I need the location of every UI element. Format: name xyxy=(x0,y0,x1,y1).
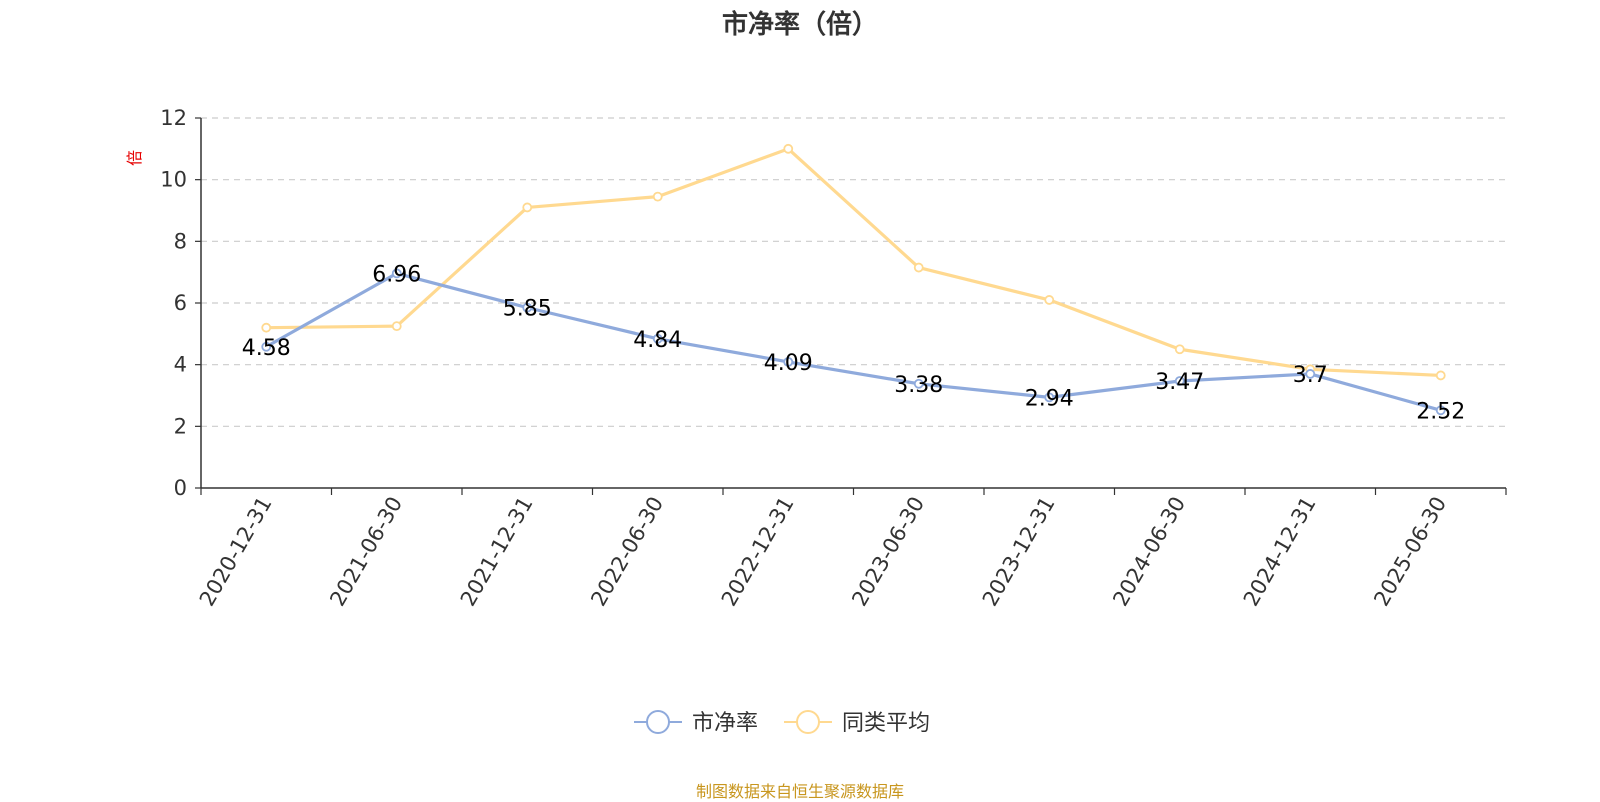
x-tick-label: 2025-06-30 xyxy=(1369,493,1451,611)
y-tick-label: 8 xyxy=(174,229,187,253)
data-point xyxy=(652,333,663,344)
data-point xyxy=(783,356,794,367)
data-label: 3.7 xyxy=(1293,363,1328,388)
x-tick-label: 2020-12-31 xyxy=(195,493,277,611)
data-source-note: 制图数据来自恒生聚源数据库 xyxy=(695,782,904,801)
x-tick-label: 2021-06-30 xyxy=(325,493,407,611)
data-point xyxy=(1435,370,1446,381)
data-point xyxy=(913,378,924,389)
data-label: 6.96 xyxy=(372,262,421,287)
series-lines xyxy=(261,143,1446,416)
data-point xyxy=(1435,405,1446,416)
legend-item-label[interactable]: 同类平均 xyxy=(842,711,930,736)
data-label: 2.94 xyxy=(1025,386,1074,411)
data-point xyxy=(391,268,402,279)
data-label: 4.09 xyxy=(764,351,813,376)
x-tick-label: 2022-06-30 xyxy=(586,493,668,611)
data-point xyxy=(1044,295,1055,305)
data-point xyxy=(261,341,272,352)
x-tick-label: 2021-12-31 xyxy=(456,493,538,611)
data-point xyxy=(522,202,533,213)
data-label: 4.58 xyxy=(242,336,291,361)
legend-marker-icon xyxy=(646,710,670,734)
legend-marker-icon xyxy=(796,710,820,734)
legend[interactable]: 市净率 同类平均 xyxy=(634,710,930,736)
y-tick-label: 6 xyxy=(174,291,187,315)
y-tick-label: 4 xyxy=(174,353,187,377)
data-label: 4.84 xyxy=(633,328,682,353)
legend-item-label[interactable]: 市净率 xyxy=(692,711,758,736)
series-line-0 xyxy=(265,271,1442,412)
axes: 0 2 4 6 8 10 12 倍 2020-12-31 2021-06-30 2021-12-31… xyxy=(125,106,1507,611)
data-point xyxy=(1174,376,1185,386)
x-tick-label: 2024-12-31 xyxy=(1239,493,1321,611)
series-line-1 xyxy=(266,147,1441,378)
x-tick-label: 2022-12-31 xyxy=(717,493,799,611)
data-point xyxy=(1305,369,1316,379)
data-point xyxy=(1174,344,1185,355)
data-point xyxy=(783,143,794,154)
data-label: 2.52 xyxy=(1416,399,1465,424)
data-label: 3.47 xyxy=(1155,370,1204,395)
y-tick-label: 12 xyxy=(160,106,187,130)
grid-lines xyxy=(201,117,1506,427)
y-tick-label: 10 xyxy=(160,168,187,192)
chart-title: 市净率（倍） xyxy=(721,10,878,40)
data-point xyxy=(913,262,924,273)
y-tick-label: 2 xyxy=(174,414,187,438)
data-point xyxy=(652,191,663,202)
y-axis-label: 倍 xyxy=(125,150,144,166)
data-label: 5.85 xyxy=(503,297,552,322)
data-labels: 4.58 6.96 5.85 4.84 4.09 3.38 2.94 3.47 3.7 2.52 xyxy=(242,262,1465,424)
x-tick-label: 2024-06-30 xyxy=(1108,493,1190,611)
data-point xyxy=(261,322,272,333)
data-point xyxy=(522,302,533,313)
data-point xyxy=(1044,392,1055,403)
x-tick-label: 2023-06-30 xyxy=(847,493,929,611)
y-tick-label: 0 xyxy=(174,476,187,500)
x-tick-label: 2023-12-31 xyxy=(978,493,1060,611)
data-point xyxy=(391,321,402,332)
data-label: 3.38 xyxy=(894,373,943,398)
